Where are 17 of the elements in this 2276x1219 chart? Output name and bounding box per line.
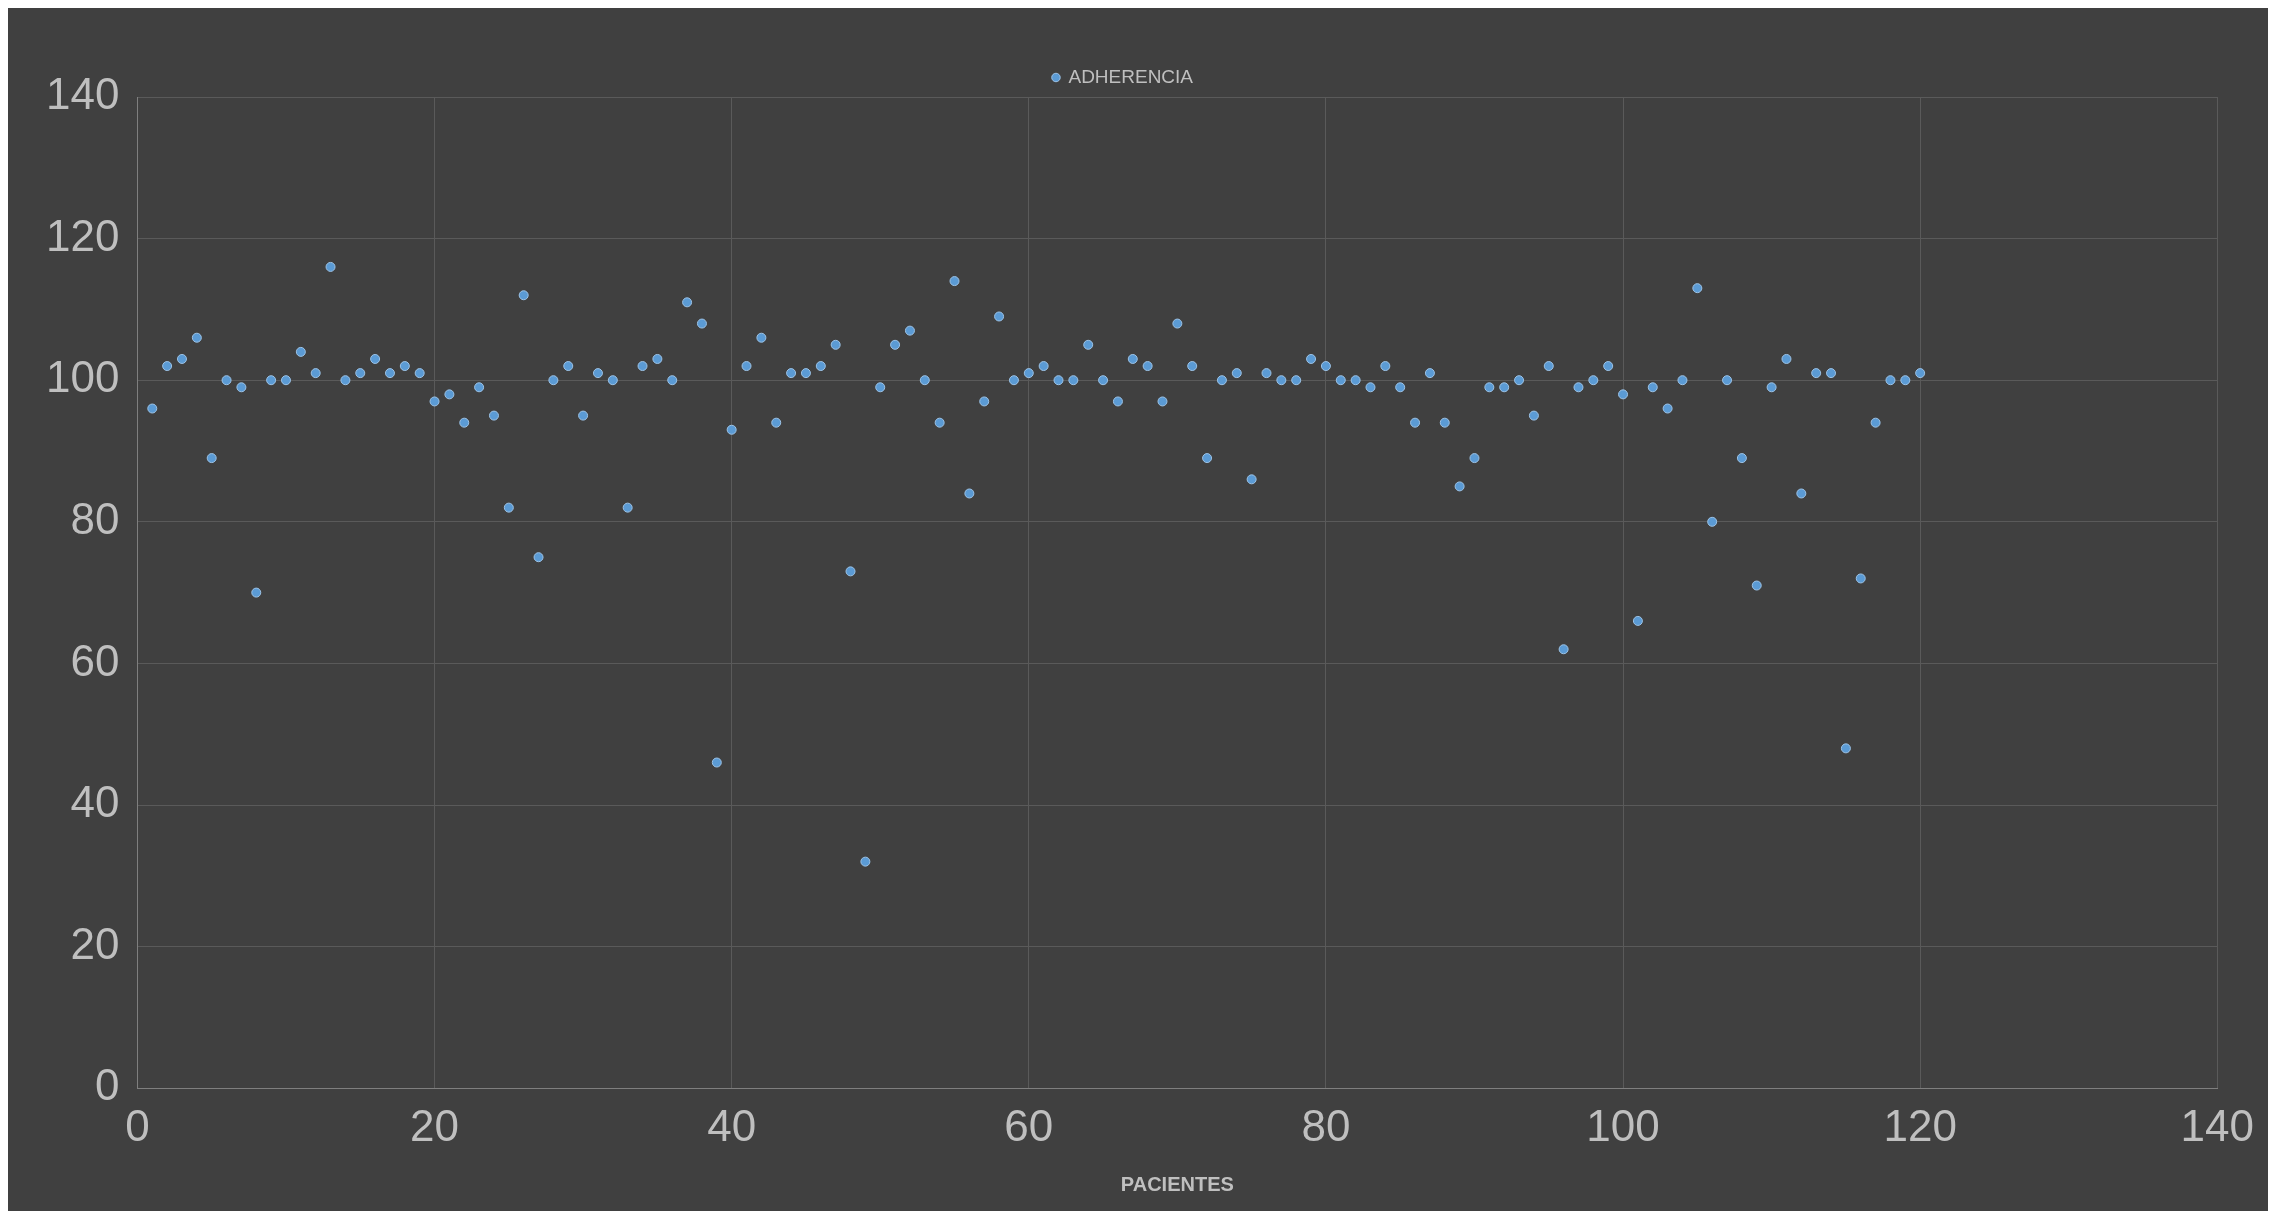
y-tick-label: 40 [70,777,120,827]
x-tick-label: 100 [1586,1100,1660,1150]
x-tick-label: 140 [2180,1100,2254,1150]
y-tick-label: 120 [45,210,120,260]
y-tick-label: 80 [70,493,120,543]
y-tick-label: 20 [70,918,120,968]
legend-label: ADHERENCIA [1068,65,1194,87]
x-tick-label: 20 [410,1100,460,1150]
y-tick-label: 140 [45,69,120,119]
x-tick-label: 60 [1004,1100,1054,1150]
y-tick-label: 0 [94,1060,120,1110]
y-tick-label: 100 [45,352,120,402]
x-tick-label: 80 [1301,1100,1351,1150]
x-tick-label: 120 [1883,1100,1957,1150]
y-tick-label: 60 [70,635,120,685]
x-axis-title: PACIENTES [1120,1172,1234,1195]
x-tick-label: 40 [707,1100,757,1150]
